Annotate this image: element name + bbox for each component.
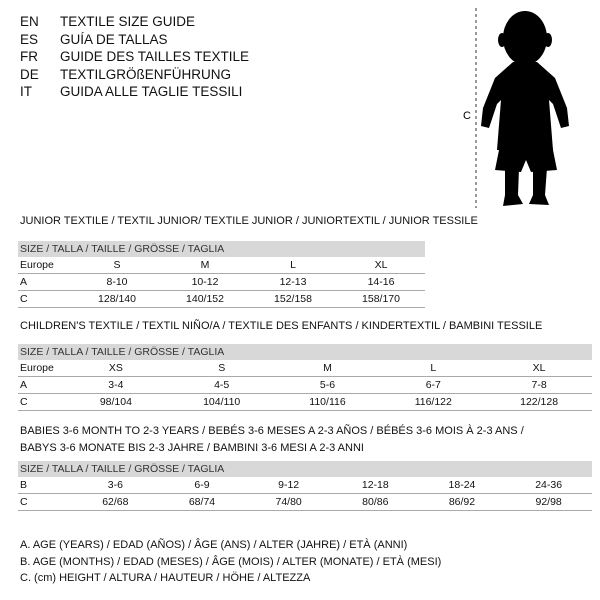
legend-line: C. (cm) HEIGHT / ALTURA / HAUTEUR / HÖHE… [20, 572, 311, 584]
cell: 122/128 [486, 393, 592, 411]
table-title-block: JUNIOR TEXTILE / TEXTIL JUNIOR/ TEXTILE … [20, 213, 478, 230]
cell: 128/140 [73, 290, 161, 308]
language-title: TEXTILE SIZE GUIDE [60, 14, 196, 29]
table-header: SIZE / TALLA / TAILLE / GRÖSSE / TAGLIA [18, 461, 592, 477]
legend-line: B. AGE (MONTHS) / EDAD (MESES) / ÂGE (MO… [20, 555, 442, 568]
cell: 4-5 [168, 376, 275, 394]
cell: 86/92 [418, 493, 506, 511]
language-row: ES GUÍA DE TALLAS [20, 31, 249, 49]
cell: 158/170 [337, 290, 425, 308]
row-label: C [18, 493, 72, 511]
row-label: C [18, 290, 73, 308]
cell: 74/80 [245, 493, 332, 511]
language-code: IT [20, 84, 32, 99]
table-title-block: CHILDREN'S TEXTILE / TEXTIL NIÑO/A / TEX… [20, 318, 542, 335]
table-row: C 62/68 68/74 74/80 80/86 86/92 92/98 [18, 493, 592, 511]
table-row: A 8-10 10-12 12-13 14-16 [18, 273, 425, 291]
figure: C [463, 8, 569, 208]
cell: 12-13 [249, 273, 337, 291]
height-label: C [463, 110, 471, 122]
size-table: SIZE / TALLA / TAILLE / GRÖSSE / TAGLIA E… [18, 344, 592, 411]
header-row: SIZE / TALLA / TAILLE / GRÖSSE / TAGLIA [18, 344, 592, 360]
cell: 92/98 [505, 493, 592, 511]
table-title: CHILDREN'S TEXTILE / TEXTIL NIÑO/A / TEX… [20, 320, 543, 332]
cell: L [249, 257, 337, 274]
cell: 140/152 [161, 290, 249, 308]
cell: S [73, 257, 161, 274]
cell: 6-9 [158, 477, 246, 494]
cell: 8-10 [73, 273, 161, 291]
cell: 10-12 [161, 273, 249, 291]
table-row: C 128/140 140/152 152/158 158/170 [18, 290, 425, 308]
cell: L [380, 360, 487, 377]
row-label: B [18, 477, 72, 494]
cell: 116/122 [380, 393, 487, 411]
legend-line: A. AGE (YEARS) / EDAD (AÑOS) / ÂGE (ANS)… [20, 539, 408, 551]
cell: S [168, 360, 275, 377]
cell: 18-24 [418, 477, 506, 494]
language-title: GUIDA ALLE TAGLIE TESSILI [60, 84, 243, 99]
header-row: SIZE / TALLA / TAILLE / GRÖSSE / TAGLIA [18, 241, 425, 257]
cell: 6-7 [380, 376, 487, 394]
cell: 5-6 [274, 376, 381, 394]
cell: XS [63, 360, 169, 377]
table-row: A 3-4 4-5 5-6 6-7 7-8 [18, 376, 592, 394]
cell: 104/110 [168, 393, 275, 411]
cell: XL [486, 360, 592, 377]
language-title: TEXTILGRÖßENFÜHRUNG [60, 66, 232, 82]
language-code: FR [20, 49, 38, 64]
cell: 80/86 [331, 493, 419, 511]
table-row: Europe XS S M L XL [18, 360, 592, 377]
language-row: IT GUIDA ALLE TAGLIE TESSILI [20, 83, 249, 101]
language-row: FR GUIDE DES TAILLES TEXTILE [20, 48, 249, 66]
row-label: Europe [18, 257, 73, 274]
cell: 68/74 [158, 493, 246, 511]
row-label: A [18, 376, 63, 394]
cell: XL [337, 257, 425, 274]
table-title: BABIES 3-6 MONTH TO 2-3 YEARS / BEBÉS 3-… [20, 425, 524, 437]
cell: 24-36 [505, 477, 592, 494]
language-code: ES [20, 31, 39, 47]
row-label: A [18, 273, 73, 291]
language-title: GUÍA DE TALLAS [60, 31, 168, 47]
table-row: Europe S M L XL [18, 257, 425, 274]
cell: 12-18 [331, 477, 419, 494]
table-title: JUNIOR TEXTILE / TEXTIL JUNIOR/ TEXTILE … [20, 215, 478, 227]
table-row: B 3-6 6-9 9-12 12-18 18-24 24-36 [18, 477, 592, 494]
language-code: EN [20, 14, 39, 29]
table-header: SIZE / TALLA / TAILLE / GRÖSSE / TAGLIA [18, 344, 592, 360]
cell: 98/104 [63, 393, 169, 411]
row-label: Europe [18, 360, 63, 377]
cell: 62/68 [72, 493, 159, 511]
table-title: BABYS 3-6 MONATE BIS 2-3 JAHRE / BAMBINI… [20, 442, 364, 454]
language-list: EN TEXTILE SIZE GUIDE ES GUÍA DE TALLAS FR GU… [20, 13, 249, 101]
cell: 7-8 [486, 376, 592, 394]
cell: 9-12 [245, 477, 332, 494]
cell: 14-16 [337, 273, 425, 291]
table-header: SIZE / TALLA / TAILLE / GRÖSSE / TAGLIA [18, 241, 425, 257]
cell: 110/116 [274, 393, 381, 411]
row-label: C [18, 393, 63, 411]
table-title-block: BABIES 3-6 MONTH TO 2-3 YEARS / BEBÉS 3-… [20, 423, 524, 457]
size-table: SIZE / TALLA / TAILLE / GRÖSSE / TAGLIA B… [18, 461, 592, 511]
cell: 152/158 [249, 290, 337, 308]
language-code: DE [20, 66, 39, 82]
legend: A. AGE (YEARS) / EDAD (AÑOS) / ÂGE (ANS)… [20, 537, 441, 587]
language-row: DE TEXTILGRÖßENFÜHRUNG [20, 66, 249, 84]
size-table: SIZE / TALLA / TAILLE / GRÖSSE / TAGLIA E… [18, 241, 425, 308]
table-row: C 98/104 104/110 110/116 116/122 122/128 [18, 393, 592, 411]
language-row: EN TEXTILE SIZE GUIDE [20, 13, 249, 31]
header-row: SIZE / TALLA / TAILLE / GRÖSSE / TAGLIA [18, 461, 592, 477]
language-title: GUIDE DES TAILLES TEXTILE [60, 49, 250, 64]
cell: 3-6 [72, 477, 159, 494]
cell: 3-4 [63, 376, 169, 394]
cell: M [161, 257, 249, 274]
cell: M [274, 360, 381, 377]
child-silhouette [481, 11, 569, 206]
